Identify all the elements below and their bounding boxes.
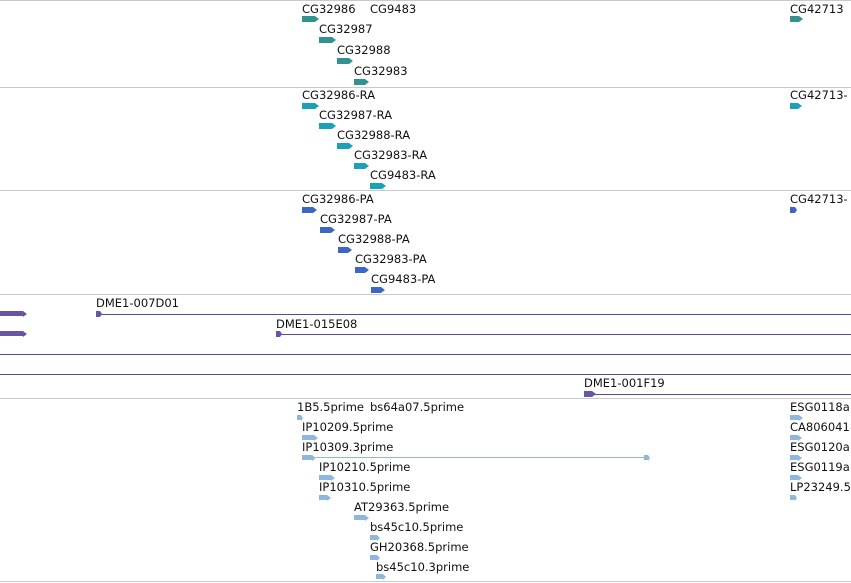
- clone-span-line[interactable]: [0, 354, 851, 355]
- clone-feature[interactable]: [584, 391, 596, 397]
- protein-feature[interactable]: [302, 207, 317, 213]
- gene-label: CG32986: [302, 2, 356, 16]
- transcript-feature[interactable]: [790, 103, 802, 109]
- est-label: ESG0118a: [790, 400, 850, 414]
- est-label: ESG0119a: [790, 460, 850, 474]
- gene-label: CG42713: [790, 2, 844, 16]
- transcript-label: CG9483-RA: [370, 168, 436, 182]
- track-separator: [0, 0, 851, 1]
- est-feature[interactable]: [790, 414, 803, 421]
- track-separator: [0, 398, 851, 399]
- clone-span-line[interactable]: [96, 314, 851, 315]
- est-feature[interactable]: [644, 454, 650, 461]
- protein-label: CG42713-: [790, 192, 848, 206]
- est-feature[interactable]: [354, 514, 369, 521]
- clone-label: DME1-001F19: [584, 376, 665, 390]
- protein-feature[interactable]: [320, 227, 335, 233]
- est-label: bs45c10.5prime: [370, 520, 464, 534]
- gene-feature[interactable]: [319, 37, 336, 43]
- transcript-label: CG32983-RA: [354, 148, 428, 162]
- est-label: LP23249.5: [790, 480, 851, 494]
- protein-label: CG32983-PA: [355, 252, 427, 266]
- transcript-feature[interactable]: [370, 183, 386, 189]
- gene-label: CG32988: [337, 43, 391, 57]
- est-feature[interactable]: [302, 434, 318, 441]
- track-separator: [0, 87, 851, 88]
- clone-feature[interactable]: [276, 331, 282, 337]
- est-label: IP10209.5prime: [302, 420, 394, 434]
- est-feature[interactable]: [790, 434, 802, 441]
- transcript-feature[interactable]: [354, 163, 369, 169]
- clone-span-line[interactable]: [0, 374, 851, 375]
- protein-feature[interactable]: [790, 207, 798, 213]
- est-label: 1B5.5prime: [297, 400, 364, 414]
- est-label: ESG0120a: [790, 440, 850, 454]
- protein-label: CG9483-PA: [371, 272, 436, 286]
- transcript-label: CG32987-RA: [319, 108, 393, 122]
- track-separator: [0, 190, 851, 191]
- transcript-label: CG32986-RA: [302, 88, 376, 102]
- est-label: IP10309.3prime: [302, 440, 394, 454]
- est-label: CA806041: [790, 420, 850, 434]
- track-separator: [0, 581, 851, 582]
- protein-feature[interactable]: [338, 247, 352, 253]
- gene-feature[interactable]: [302, 16, 319, 22]
- clone-feature[interactable]: [0, 330, 27, 337]
- protein-feature[interactable]: [371, 287, 385, 293]
- est-feature[interactable]: [297, 414, 303, 421]
- est-feature[interactable]: [790, 474, 802, 481]
- est-feature[interactable]: [319, 474, 335, 481]
- gene-label: CG9483: [370, 2, 417, 16]
- gene-feature[interactable]: [337, 58, 353, 64]
- track-separator: [0, 294, 851, 295]
- transcript-feature[interactable]: [319, 123, 336, 129]
- transcript-feature[interactable]: [337, 143, 353, 149]
- est-label: GH20368.5prime: [370, 540, 469, 554]
- protein-feature[interactable]: [355, 267, 369, 273]
- est-feature[interactable]: [370, 554, 381, 561]
- transcript-feature[interactable]: [302, 103, 319, 109]
- est-label: IP10310.5prime: [319, 480, 411, 494]
- transcript-label: CG42713-: [790, 88, 848, 102]
- gene-label: CG32983: [354, 64, 408, 78]
- gene-feature[interactable]: [790, 16, 803, 22]
- est-feature[interactable]: [319, 494, 331, 501]
- clone-label: DME1-007D01: [96, 296, 179, 310]
- est-feature[interactable]: [370, 534, 381, 541]
- est-feature[interactable]: [376, 573, 387, 580]
- protein-label: CG32988-PA: [338, 232, 410, 246]
- gene-label: CG32987: [319, 22, 373, 36]
- est-label: bs45c10.3prime: [376, 560, 470, 574]
- clone-label: DME1-015E08: [276, 317, 358, 331]
- transcript-label: CG32988-RA: [337, 128, 411, 142]
- est-feature[interactable]: [790, 494, 798, 501]
- est-label: IP10210.5prime: [319, 460, 411, 474]
- protein-label: CG32986-PA: [302, 192, 374, 206]
- clone-feature[interactable]: [0, 310, 27, 317]
- clone-span-line[interactable]: [276, 334, 851, 335]
- gene-feature[interactable]: [354, 79, 369, 85]
- est-span-line[interactable]: [316, 457, 646, 458]
- est-feature[interactable]: [790, 454, 802, 461]
- est-label: bs64a07.5prime: [370, 400, 465, 414]
- clone-span-line[interactable]: [584, 394, 851, 395]
- est-feature[interactable]: [302, 454, 316, 461]
- clone-feature[interactable]: [96, 311, 102, 317]
- protein-label: CG32987-PA: [320, 212, 392, 226]
- est-label: AT29363.5prime: [354, 500, 450, 514]
